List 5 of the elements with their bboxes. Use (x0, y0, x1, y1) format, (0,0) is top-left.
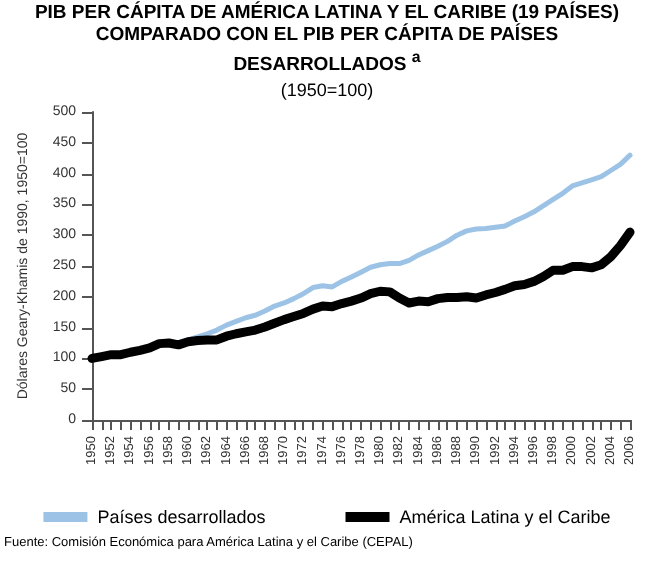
line-series (87, 227, 635, 364)
chart-subtitle: (1950=100) (278, 80, 376, 101)
legend-label: América Latina y el Caribe (399, 507, 611, 528)
chart-title: PIB PER CÁPITA DE AMÉRICA LATINA Y EL CARIBE (19 PAÍSES) COMPARADO CON EL PIB PER CÁPITA DE PAÍSES DESARROLLADOS $^{a}$ (32, 0, 622, 77)
legend-label: Países desarrollados (97, 507, 267, 528)
